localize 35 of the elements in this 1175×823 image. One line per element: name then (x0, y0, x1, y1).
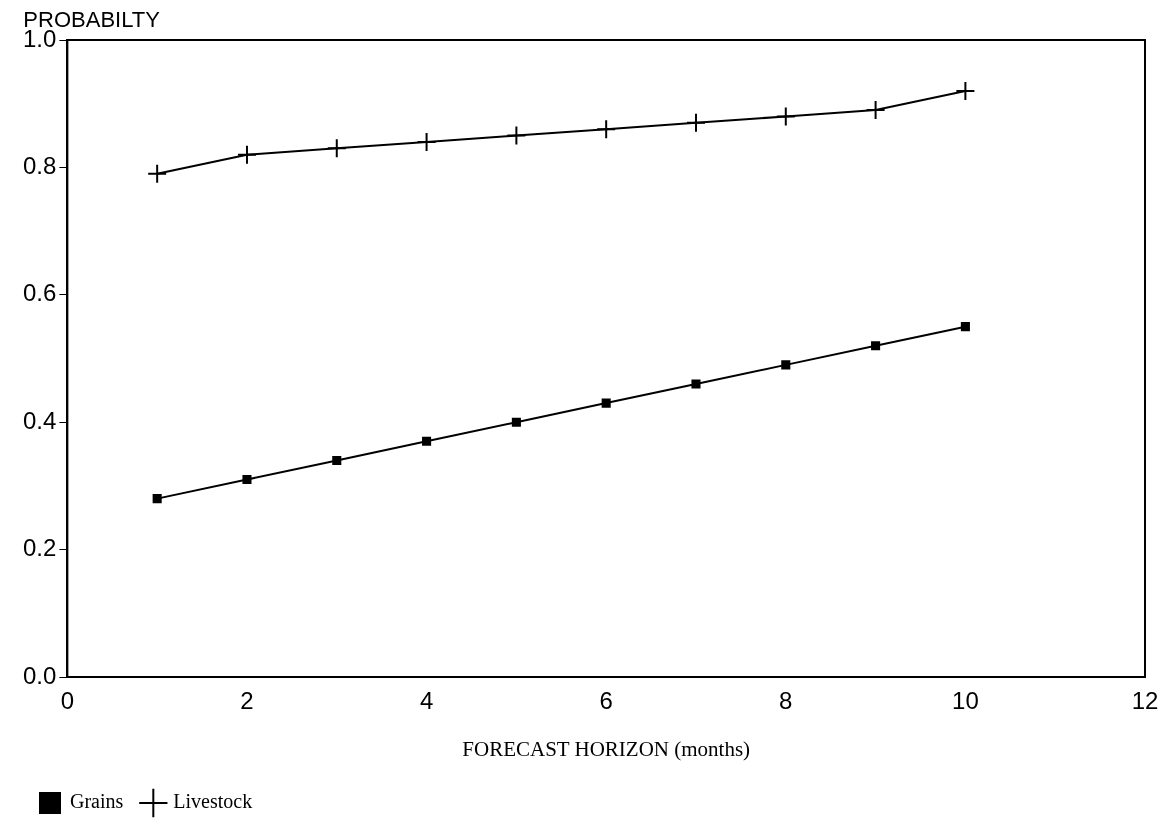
point (326, 138, 347, 159)
point (955, 80, 976, 101)
point (775, 106, 796, 127)
x-tick-label: 6 (599, 687, 613, 715)
x-tick-label: 0 (60, 687, 75, 715)
y-tick-label: 0.4 (22, 406, 57, 434)
legend-label: Livestock (173, 790, 253, 813)
point (416, 131, 437, 152)
point (511, 417, 521, 427)
point (596, 119, 617, 140)
point (506, 125, 527, 146)
y-tick-label: 0.8 (22, 152, 57, 180)
y-tick-label: 0.0 (22, 661, 57, 689)
x-tick-label: 12 (1131, 687, 1159, 715)
point (422, 436, 432, 446)
point (865, 100, 886, 121)
point (871, 341, 881, 351)
x-tick-label: 4 (419, 687, 434, 715)
point (781, 360, 791, 370)
y-tick-label: 0.6 (22, 279, 57, 307)
y-tick-label: 0.2 (22, 534, 57, 562)
x-tick-label: 10 (952, 687, 979, 715)
point (147, 163, 168, 184)
point (236, 144, 257, 165)
point (242, 474, 252, 485)
legend-label: Grains (70, 790, 124, 813)
x-tick-label: 8 (779, 687, 793, 715)
point (691, 379, 701, 389)
x-tick-label: 2 (240, 687, 254, 715)
point (685, 112, 706, 133)
point (601, 398, 611, 408)
x-axis-title: FORECAST HORIZON (months) (462, 736, 751, 761)
point (152, 494, 162, 504)
point (960, 322, 970, 332)
point (332, 455, 342, 465)
